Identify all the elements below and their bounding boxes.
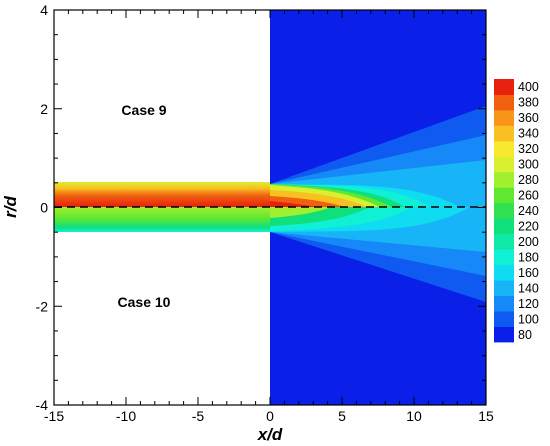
colorbar-label: 120 [518, 297, 539, 311]
y-tick-label: -2 [36, 298, 49, 314]
y-axis-title: r/d [1, 196, 20, 218]
x-tick-label: -10 [116, 408, 136, 424]
x-tick-label: 0 [266, 408, 274, 424]
colorbar-swatch [494, 249, 514, 266]
colorbar-swatch [494, 171, 514, 188]
colorbar-swatch [494, 233, 514, 250]
colorbar-swatch [494, 311, 514, 327]
case10-contour-280 [270, 207, 332, 218]
colorbar-swatch [494, 202, 514, 219]
colorbar-label: 240 [518, 204, 539, 218]
colorbar-label: 360 [518, 111, 539, 125]
colorbar-swatch [494, 125, 514, 142]
x-tick-label: -15 [44, 408, 64, 424]
case10-nozzle-flow [54, 207, 270, 232]
colorbar-swatch [494, 295, 514, 312]
colorbar-label: 300 [518, 158, 539, 172]
case-9-label: Case 9 [121, 102, 166, 118]
colorbar-swatch [494, 187, 514, 204]
x-tick-label: 15 [478, 408, 494, 424]
colorbar-label: 320 [518, 142, 539, 156]
y-tick-label: 4 [40, 2, 48, 18]
x-axis: -15 -10 -5 0 5 10 15 [44, 10, 494, 424]
colorbar-label: 220 [518, 219, 539, 233]
colorbar-label: 200 [518, 235, 539, 249]
colorbar-label: 380 [518, 96, 539, 110]
colorbar-label: 100 [518, 312, 539, 326]
plot-area [54, 10, 486, 405]
x-axis-title: x/d [257, 425, 283, 444]
colorbar-swatch [494, 156, 514, 173]
x-tick-label: -5 [192, 408, 205, 424]
colorbar-swatch [494, 79, 514, 95]
case9-nozzle-flow [54, 182, 270, 207]
colorbar-label: 260 [518, 189, 539, 203]
colorbar-swatch [494, 326, 514, 343]
colorbar-swatch [494, 94, 514, 111]
x-tick-label: 5 [338, 408, 346, 424]
colorbar-swatch [494, 280, 514, 296]
colorbar-label: 400 [518, 80, 539, 94]
case-10-label: Case 10 [118, 294, 171, 310]
colorbar-swatch [494, 264, 514, 281]
colorbar-label: 340 [518, 127, 539, 141]
colorbar-label: 280 [518, 173, 539, 187]
y-tick-label: -4 [36, 397, 49, 413]
colorbar-label: 80 [518, 328, 532, 342]
x-tick-label: 10 [406, 408, 422, 424]
colorbar-label: 180 [518, 250, 539, 264]
colorbar-swatch [494, 109, 514, 126]
colorbar-swatch [494, 218, 514, 235]
colorbar-swatch [494, 140, 514, 157]
colorbar-label: 140 [518, 281, 539, 295]
case9-contour-400 [270, 201, 318, 207]
y-tick-label: 0 [40, 200, 48, 216]
colorbar-label: 160 [518, 266, 539, 280]
y-tick-label: 2 [40, 101, 48, 117]
y-axis: -4 -2 0 2 4 [36, 2, 486, 413]
